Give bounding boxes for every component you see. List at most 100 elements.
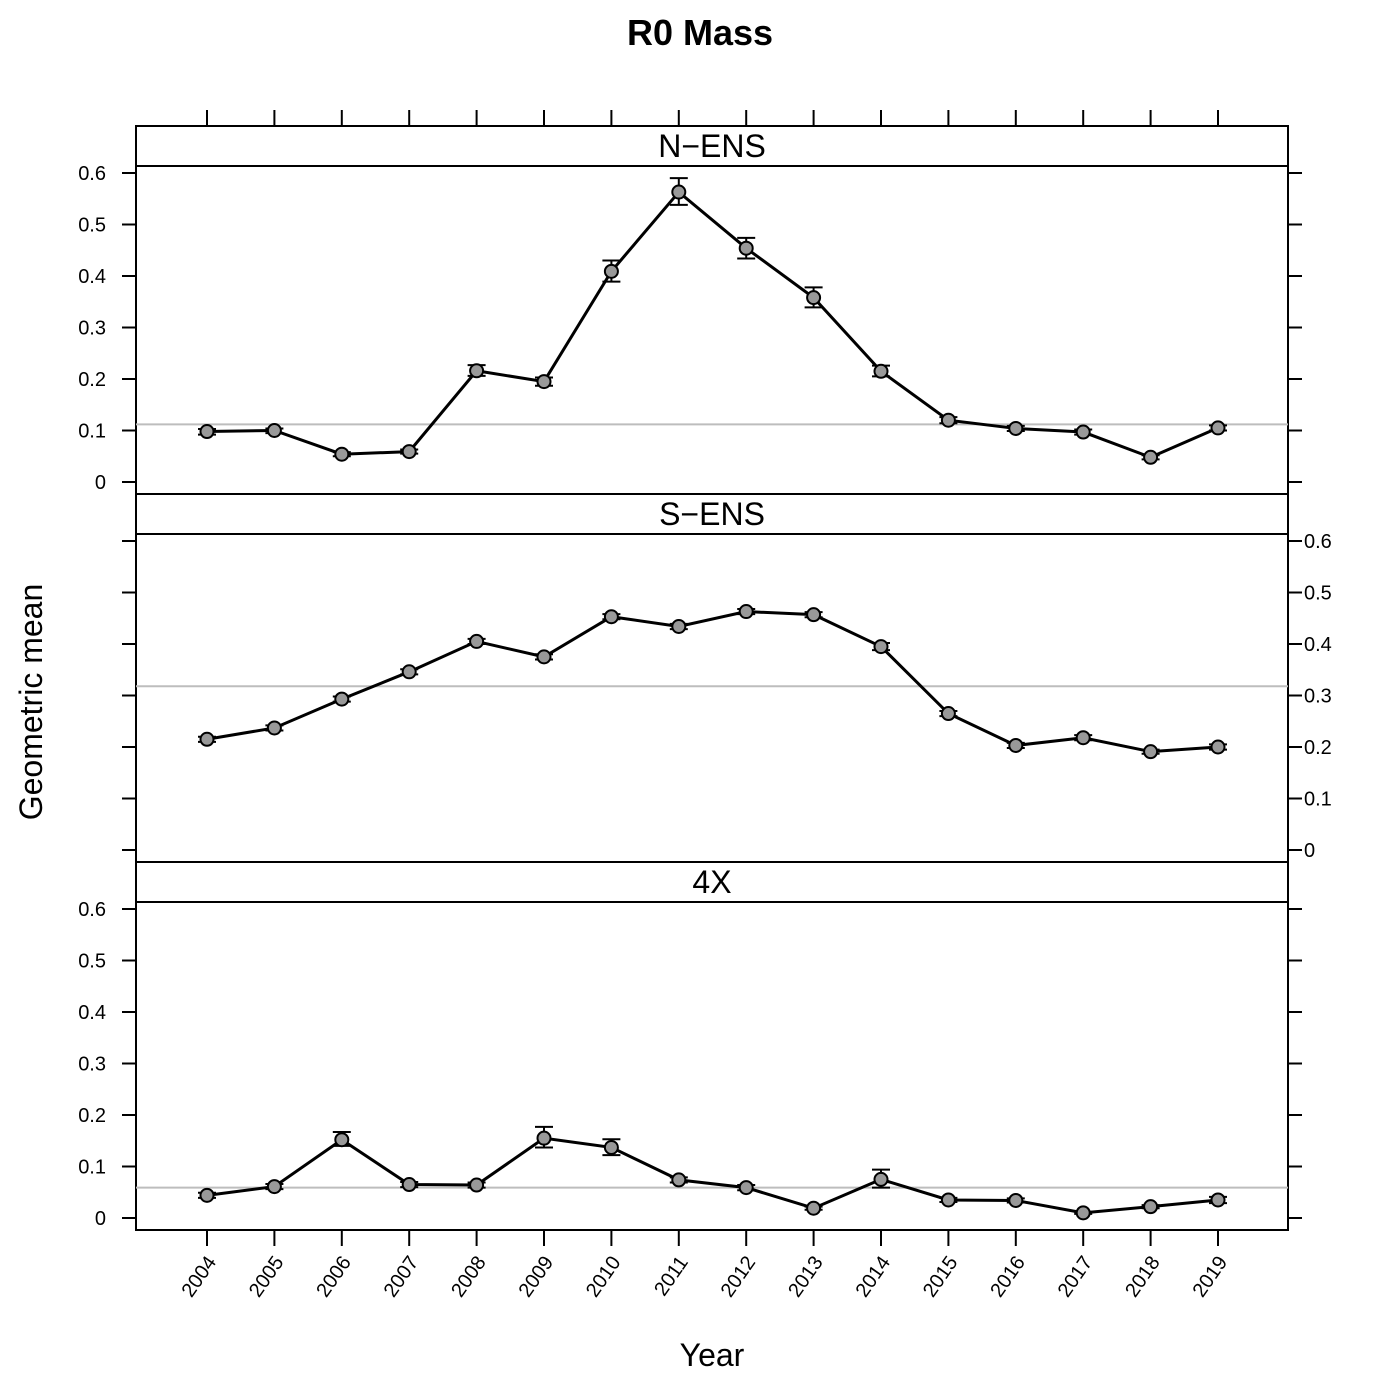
x-axis-label: Year [680,1337,745,1373]
data-point [671,184,687,200]
data-point [401,664,417,680]
data-point [940,1192,956,1208]
data-point [536,649,552,665]
data-point [806,1200,822,1216]
x-tick-label: 2017 [1054,1252,1098,1301]
data-point [469,633,485,649]
strip-label: 4X [692,864,731,900]
x-tick-label: 2018 [1121,1252,1165,1301]
series-line [206,610,1219,754]
y-tick-label: 0.6 [78,899,106,921]
data-point [1008,737,1024,753]
y-tick-label: 0.6 [1304,531,1332,553]
data-point [469,363,485,379]
data-point [671,1172,687,1188]
data-point [603,609,619,625]
data-point [940,706,956,722]
x-tick-label: 2004 [178,1252,222,1301]
data-point [1210,420,1226,436]
x-tick-label: 2019 [1189,1252,1233,1301]
x-tick-label: 2010 [582,1252,626,1301]
panel-frame [135,861,1289,1231]
data-point [536,374,552,390]
panel-frame [135,125,1289,495]
y-tick-label: 0.5 [78,215,106,237]
y-tick-label: 0 [95,1208,106,1230]
data-point [469,1177,485,1193]
data-point [266,720,282,736]
data-point [1008,420,1024,436]
data-point [199,424,215,440]
data-point [1075,1205,1091,1221]
data-point [266,423,282,438]
y-tick-label: 0.1 [1304,789,1332,811]
y-tick-label: 0.5 [78,951,106,973]
x-tick-label: 2007 [380,1252,424,1301]
data-point [806,607,822,623]
data-point [873,639,889,655]
x-tick-label: 2012 [717,1252,761,1301]
y-tick-label: 0.4 [78,1002,106,1024]
y-tick-label: 0.4 [1304,634,1332,656]
x-tick-label: 2009 [515,1252,559,1301]
x-tick-label: 2015 [919,1252,963,1301]
y-tick-label: 0.5 [1304,583,1332,605]
data-point [873,1171,889,1187]
panel-0: N−ENS 0 0.1 0.2 0.3 0.4 0.5 0.6 [78,125,1302,495]
y-tick-label: 0.1 [78,1157,106,1179]
x-tick-label: 2011 [650,1252,693,1300]
y-tick-label: 0.3 [1304,686,1332,708]
data-point [1210,739,1226,755]
data-point [603,1139,619,1155]
data-point [1075,424,1091,440]
y-tick-label: 0.1 [78,421,106,443]
y-tick-label: 0.6 [78,163,106,185]
series-line [206,189,1219,459]
data-point [1143,1199,1159,1215]
data-point [738,604,754,620]
panel-2: 4X 0 0.1 0.2 0.3 0.4 0.5 0.6 [78,861,1302,1231]
strip-label: N−ENS [658,128,766,164]
data-point [603,263,619,279]
strip-label: S−ENS [659,496,765,532]
x-tick-label: 2006 [312,1252,356,1301]
y-tick-label: 0.3 [78,318,106,340]
data-point [199,731,215,747]
y-tick-label: 0 [1304,840,1315,862]
data-point [401,444,417,460]
data-point [536,1130,552,1146]
data-point [738,1180,754,1196]
y-tick-label: 0.3 [78,1054,106,1076]
panel-1: S−ENS 0 0.1 0.2 0.3 0.4 0.5 0.6 [122,493,1332,863]
x-tick-label: 2008 [447,1252,491,1301]
data-point [334,691,350,707]
chart-title: R0 Mass [627,12,773,53]
series-line [206,1136,1219,1215]
data-point [334,446,350,462]
panel-frame [135,493,1289,863]
y-axis-label: Geometric mean [13,584,49,821]
data-point [266,1179,282,1195]
y-tick-label: 0.2 [1304,737,1332,759]
x-tick-label: 2014 [852,1252,896,1301]
data-point [1075,730,1091,746]
data-point [1143,449,1159,465]
y-tick-label: 0.2 [78,1105,106,1127]
y-tick-label: 0.2 [78,369,106,391]
x-tick-label: 2005 [245,1252,289,1301]
data-point [940,412,956,428]
data-point [1008,1192,1024,1208]
data-point [738,240,754,256]
data-point [199,1187,215,1203]
data-point [671,618,687,634]
data-point [1143,744,1159,760]
y-tick-label: 0.4 [78,266,106,288]
y-tick-label: 0 [95,472,106,494]
data-point [334,1132,350,1148]
x-tick-label: 2013 [784,1252,828,1301]
plot-area: N−ENS 0 0.1 0.2 0.3 0.4 0.5 0.6 S−ENS 0 0.1 0.2 0.3 0… [78,110,1332,1301]
data-point [1210,1192,1226,1208]
data-point [401,1177,417,1193]
data-point [806,290,822,306]
